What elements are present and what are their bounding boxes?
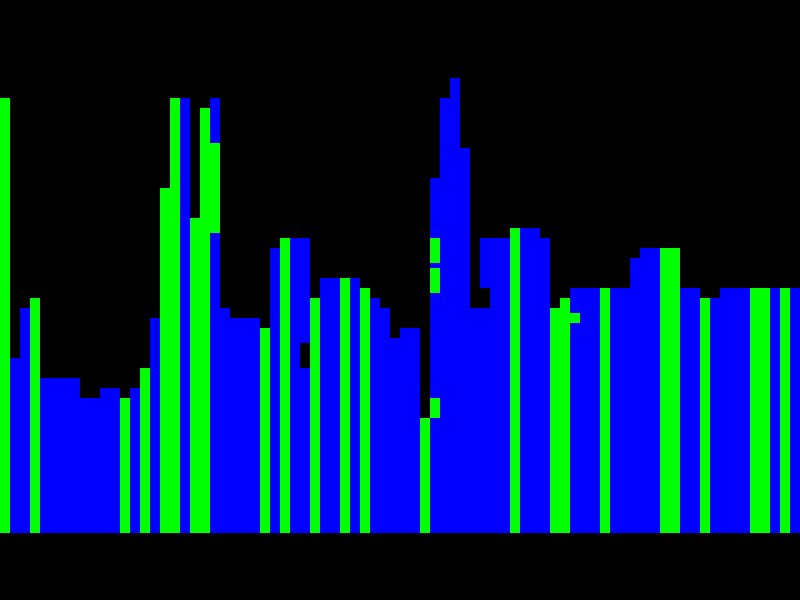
- skyline-column-blue: [490, 238, 500, 533]
- skyline-segment-blue: [430, 338, 440, 373]
- skyline-column-green: [670, 248, 680, 533]
- skyline-column-blue: [150, 318, 160, 533]
- skyline-column-blue: [390, 338, 400, 533]
- skyline-column-green: [360, 288, 370, 533]
- skyline-column-blue: [250, 318, 260, 533]
- skyline-column-green: [420, 418, 430, 533]
- skyline-column-blue: [60, 378, 70, 533]
- skyline-column-blue: [790, 288, 800, 533]
- skyline-column-green: [750, 288, 760, 533]
- skyline-column-green: [760, 288, 770, 533]
- skyline-column-blue: [630, 258, 640, 533]
- skyline-column-blue: [100, 388, 110, 533]
- skyline-column-blue: [720, 288, 730, 533]
- skyline-column-blue: [650, 248, 660, 533]
- skyline-column-green: [560, 298, 570, 533]
- skyline-column-blue: [40, 378, 50, 533]
- skyline-column-blue: [70, 378, 80, 533]
- skyline-column-blue: [240, 318, 250, 533]
- skyline-segment-green: [430, 398, 440, 418]
- skyline-column-blue: [570, 288, 580, 533]
- skyline-column-green: [700, 298, 710, 533]
- skyline-column-blue: [210, 98, 220, 533]
- skyline-column-green: [200, 108, 210, 533]
- skyline-column-blue: [130, 388, 140, 533]
- skyline-column-blue: [690, 288, 700, 533]
- skyline-column-blue: [180, 98, 190, 533]
- skyline-column-blue: [740, 288, 750, 533]
- skyline-column-blue: [610, 288, 620, 533]
- skyline-column-green: [140, 368, 150, 533]
- skyline-column-green: [550, 308, 560, 533]
- skyline-segment-black: [480, 288, 490, 308]
- skyline-column-blue: [520, 228, 530, 533]
- skyline-column-blue: [400, 328, 410, 533]
- skyline-column-green: [30, 298, 40, 533]
- skyline-column-blue: [460, 148, 470, 533]
- skyline-segment-green: [210, 143, 220, 233]
- skyline-column-green: [280, 238, 290, 533]
- skyline-column-blue: [10, 358, 20, 533]
- skyline-column-blue: [640, 248, 650, 533]
- skyline-column-blue: [710, 298, 720, 533]
- skyline-column-blue: [50, 378, 60, 533]
- skyline-column-blue: [220, 308, 230, 533]
- skyline-column-green: [120, 398, 130, 533]
- skyline-column-blue: [230, 318, 240, 533]
- skyline-column-blue: [440, 98, 450, 533]
- skyline-column-blue: [300, 238, 310, 533]
- skyline-column-blue: [590, 288, 600, 533]
- skyline-column-blue: [770, 288, 780, 533]
- skyline-column-blue: [580, 288, 590, 533]
- skyline-column-blue: [470, 308, 480, 533]
- skyline-column-blue: [370, 298, 380, 533]
- skyline-column-blue: [330, 278, 340, 533]
- skyline-column-blue: [20, 308, 30, 533]
- skyline-column-green: [310, 298, 320, 533]
- skyline-column-blue: [80, 398, 90, 533]
- skyline-column-blue: [530, 228, 540, 533]
- skyline-column-blue: [450, 78, 460, 533]
- skyline-column-blue: [480, 238, 490, 533]
- skyline-segment-green: [430, 268, 440, 293]
- skyline-column-green: [0, 98, 10, 533]
- skyline-column-blue: [110, 388, 120, 533]
- skyline-column-green: [510, 228, 520, 533]
- skyline-segment-black: [300, 343, 310, 368]
- skyline-column-blue: [320, 278, 330, 533]
- skyline-column-blue: [680, 288, 690, 533]
- skyline-column-blue: [730, 288, 740, 533]
- skyline-segment-green: [430, 238, 440, 263]
- skyline-column-blue: [540, 238, 550, 533]
- skyline-column-green: [340, 278, 350, 533]
- skyline-segment-green: [560, 308, 570, 323]
- skyline-segment-blue: [180, 98, 190, 243]
- skyline-column-blue: [620, 288, 630, 533]
- skyline-segment-green: [570, 313, 580, 323]
- skyline-column-blue: [350, 278, 360, 533]
- skyline-column-green: [190, 218, 200, 533]
- skyline-column-blue: [270, 248, 280, 533]
- skyline-column-green: [160, 188, 170, 533]
- skyline-column-blue: [90, 398, 100, 533]
- skyline-column-blue: [500, 238, 510, 533]
- skyline-column-green: [660, 248, 670, 533]
- skyline-column-green: [600, 288, 610, 533]
- skyline-column-green: [170, 98, 180, 533]
- skyline-column-blue: [380, 308, 390, 533]
- skyline-column-green: [780, 288, 790, 533]
- skyline-column-green: [260, 328, 270, 533]
- skyline-column-blue: [290, 238, 300, 533]
- skyline-column-blue: [410, 328, 420, 533]
